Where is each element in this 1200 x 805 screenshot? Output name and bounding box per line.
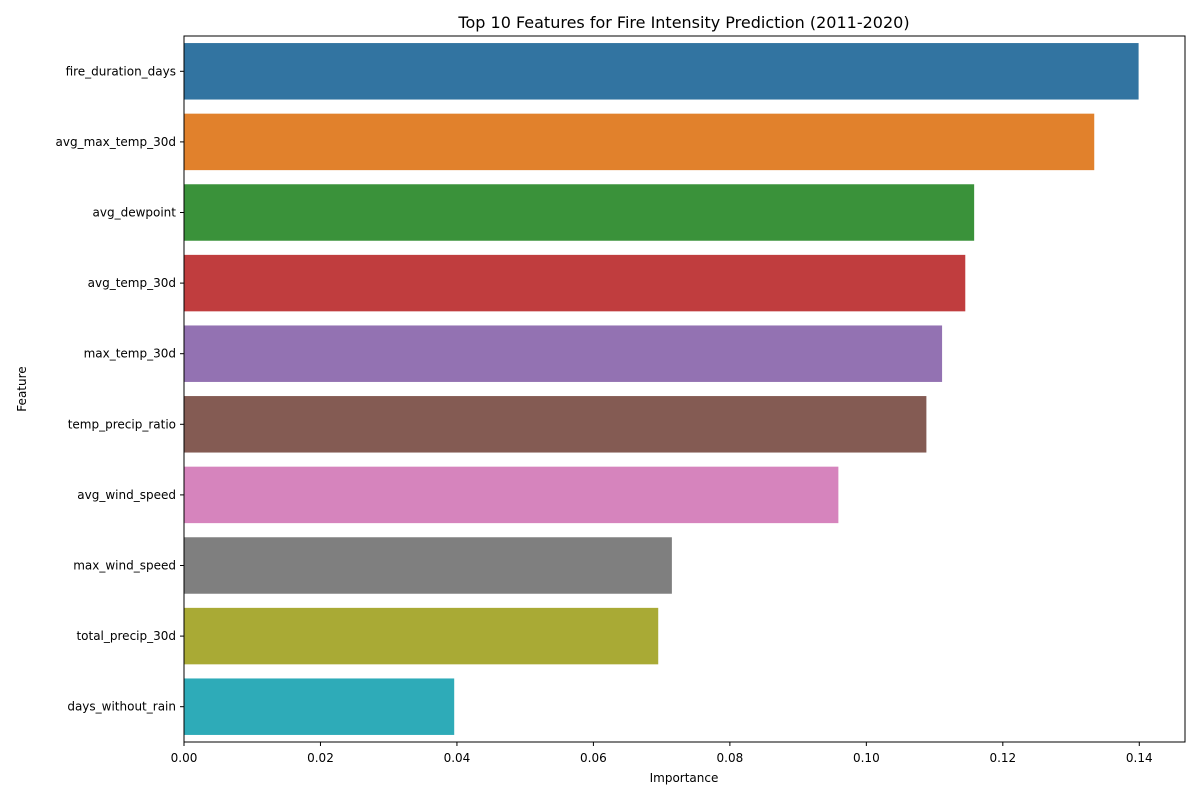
x-tick-label: 0.12: [989, 751, 1016, 765]
y-tick-label: fire_duration_days: [66, 64, 176, 78]
y-tick-label: temp_precip_ratio: [68, 417, 176, 431]
x-tick-label: 0.14: [1126, 751, 1153, 765]
y-tick-label: max_temp_30d: [84, 347, 176, 361]
bar-avg-dewpoint: [184, 184, 975, 241]
bar-avg-max-temp-30d: [184, 113, 1095, 171]
y-tick-label: avg_wind_speed: [77, 488, 176, 502]
y-tick-label: days_without_rain: [67, 700, 176, 714]
x-tick-label: 0.06: [580, 751, 607, 765]
x-tick-label: 0.00: [171, 751, 198, 765]
y-axis-label: Feature: [15, 366, 29, 411]
y-tick-label: avg_max_temp_30d: [56, 135, 177, 149]
chart-title: Top 10 Features for Fire Intensity Predi…: [457, 13, 909, 32]
bar-days-without-rain: [184, 678, 455, 735]
x-tick-label: 0.02: [307, 751, 334, 765]
bar-temp-precip-ratio: [184, 396, 927, 453]
bar-total-precip-30d: [184, 607, 659, 665]
bar-max-wind-speed: [184, 537, 672, 594]
y-tick-layer: fire_duration_days avg_max_temp_30d avg_de…: [56, 64, 184, 714]
plot-frame: [183, 35, 1186, 743]
bar-avg-temp-30d: [184, 254, 966, 312]
y-tick-label: max_wind_speed: [73, 559, 176, 573]
y-tick-label: total_precip_30d: [76, 629, 176, 643]
x-tick-label: 0.10: [853, 751, 880, 765]
bars-layer: [184, 43, 1139, 735]
x-tick-label: 0.08: [717, 751, 744, 765]
y-tick-label: avg_dewpoint: [93, 206, 177, 220]
x-axis-label: Importance: [650, 771, 719, 785]
bar-avg-wind-speed: [184, 466, 839, 524]
y-tick-label: avg_temp_30d: [88, 276, 176, 290]
x-tick-label: 0.04: [444, 751, 471, 765]
bar-max-temp-30d: [184, 325, 943, 382]
x-tick-layer: 0.00 0.02 0.04 0.06 0.08 0.10 0.12 0.14: [171, 742, 1153, 765]
bar-fire-duration-days: [184, 43, 1139, 100]
